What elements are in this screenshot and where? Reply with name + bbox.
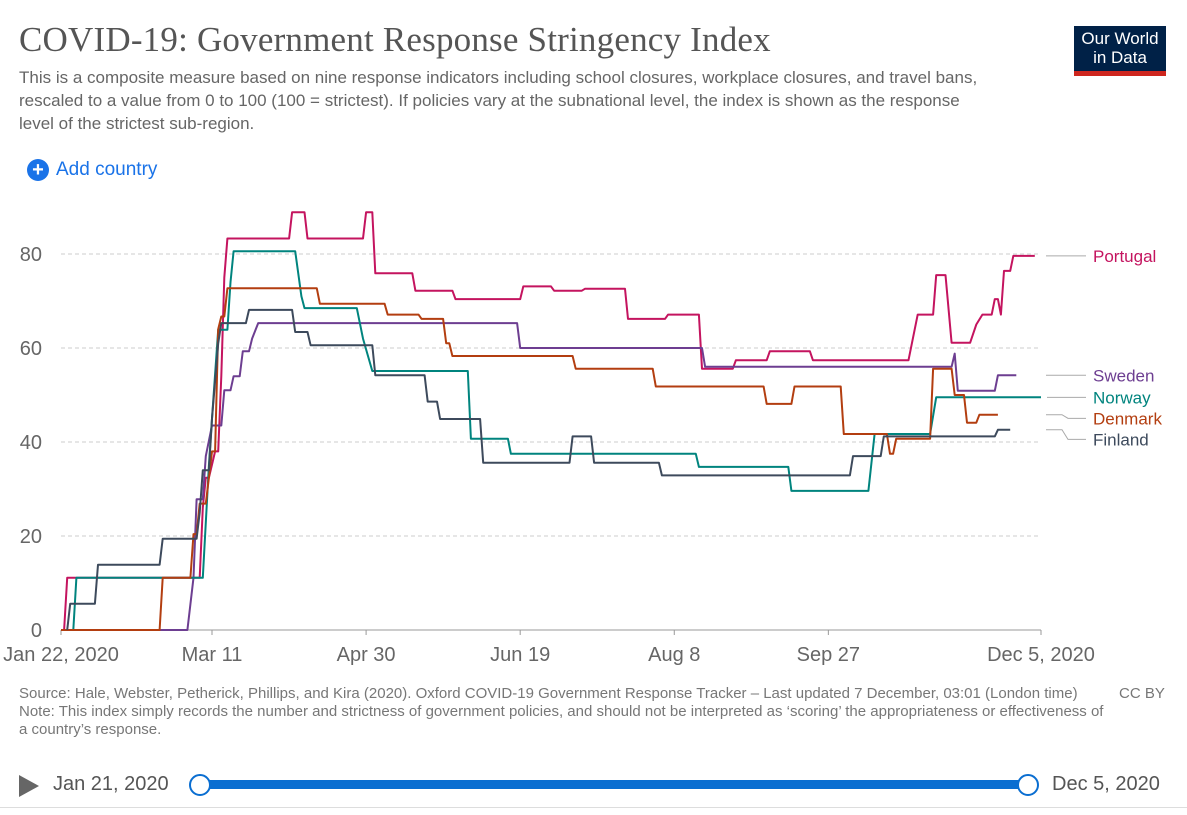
x-tick-label-2: Apr 30 — [337, 644, 396, 666]
series-line-denmark — [61, 287, 998, 631]
chart-footer: Source: Hale, Webster, Petherick, Philli… — [19, 685, 1109, 739]
license-link[interactable]: CC BY — [1119, 685, 1165, 702]
x-tick-label-0: Jan 22, 2020 — [3, 644, 119, 666]
plus-circle-icon: + — [27, 159, 49, 181]
chart-subtitle: This is a composite measure based on nin… — [19, 68, 978, 133]
chart-title: COVID-19: Government Response Stringency… — [19, 20, 771, 59]
y-tick-label-60: 60 — [20, 338, 42, 360]
legend-label-denmark: Denmark — [1093, 409, 1162, 428]
x-tick-label-6: Dec 5, 2020 — [987, 644, 1095, 666]
legend-label-sweden: Sweden — [1093, 366, 1154, 385]
timeline: Jan 21, 2020 Dec 5, 2020 — [0, 765, 1187, 805]
y-tick-label-0: 0 — [31, 620, 42, 642]
series-line-finland — [66, 308, 1011, 631]
add-country-label: Add country — [56, 159, 158, 180]
owid-logo[interactable]: Our World in Data — [1074, 26, 1166, 76]
note-text: Note: This index simply records the numb… — [19, 703, 1104, 738]
bottom-divider — [0, 807, 1187, 808]
timeline-end-label: Dec 5, 2020 — [1052, 773, 1160, 795]
x-tick-label-3: Jun 19 — [490, 644, 550, 666]
logo-line-1: Our World — [1081, 29, 1159, 48]
timeline-start-label: Jan 21, 2020 — [53, 773, 169, 795]
timeline-start-handle[interactable] — [189, 774, 211, 796]
line-chart: 0 20 40 60 80 Jan 22, 2020 Mar 11 Apr 30 Jun 19 A… — [3, 211, 1162, 666]
legend-label-portugal: Portugal — [1093, 247, 1156, 266]
legend-label-finland: Finland — [1093, 430, 1149, 449]
y-tick-label-20: 20 — [20, 526, 42, 548]
legend-label-norway: Norway — [1093, 388, 1151, 407]
logo-line-2: in Data — [1093, 48, 1147, 67]
legend-connector-finland — [1046, 429, 1086, 440]
play-icon[interactable] — [19, 775, 39, 797]
y-tick-label-80: 80 — [20, 244, 42, 266]
x-tick-label-4: Aug 8 — [648, 644, 700, 666]
timeline-track[interactable] — [199, 780, 1029, 789]
series-layer — [61, 211, 1041, 631]
series-line-sweden — [61, 322, 1017, 631]
timeline-end-handle[interactable] — [1017, 774, 1039, 796]
add-country-button[interactable]: + Add country — [27, 159, 157, 181]
y-tick-label-40: 40 — [20, 432, 42, 454]
legend-connector-denmark — [1046, 414, 1086, 419]
label-layer: 0 20 40 60 80 Jan 22, 2020 Mar 11 Apr 30 Jun 19 A… — [3, 244, 1162, 666]
source-text: Source: Hale, Webster, Petherick, Philli… — [19, 685, 1078, 702]
x-tick-label-1: Mar 11 — [182, 644, 243, 666]
x-tick-label-5: Sep 27 — [797, 644, 860, 666]
series-line-portugal — [63, 211, 1035, 631]
